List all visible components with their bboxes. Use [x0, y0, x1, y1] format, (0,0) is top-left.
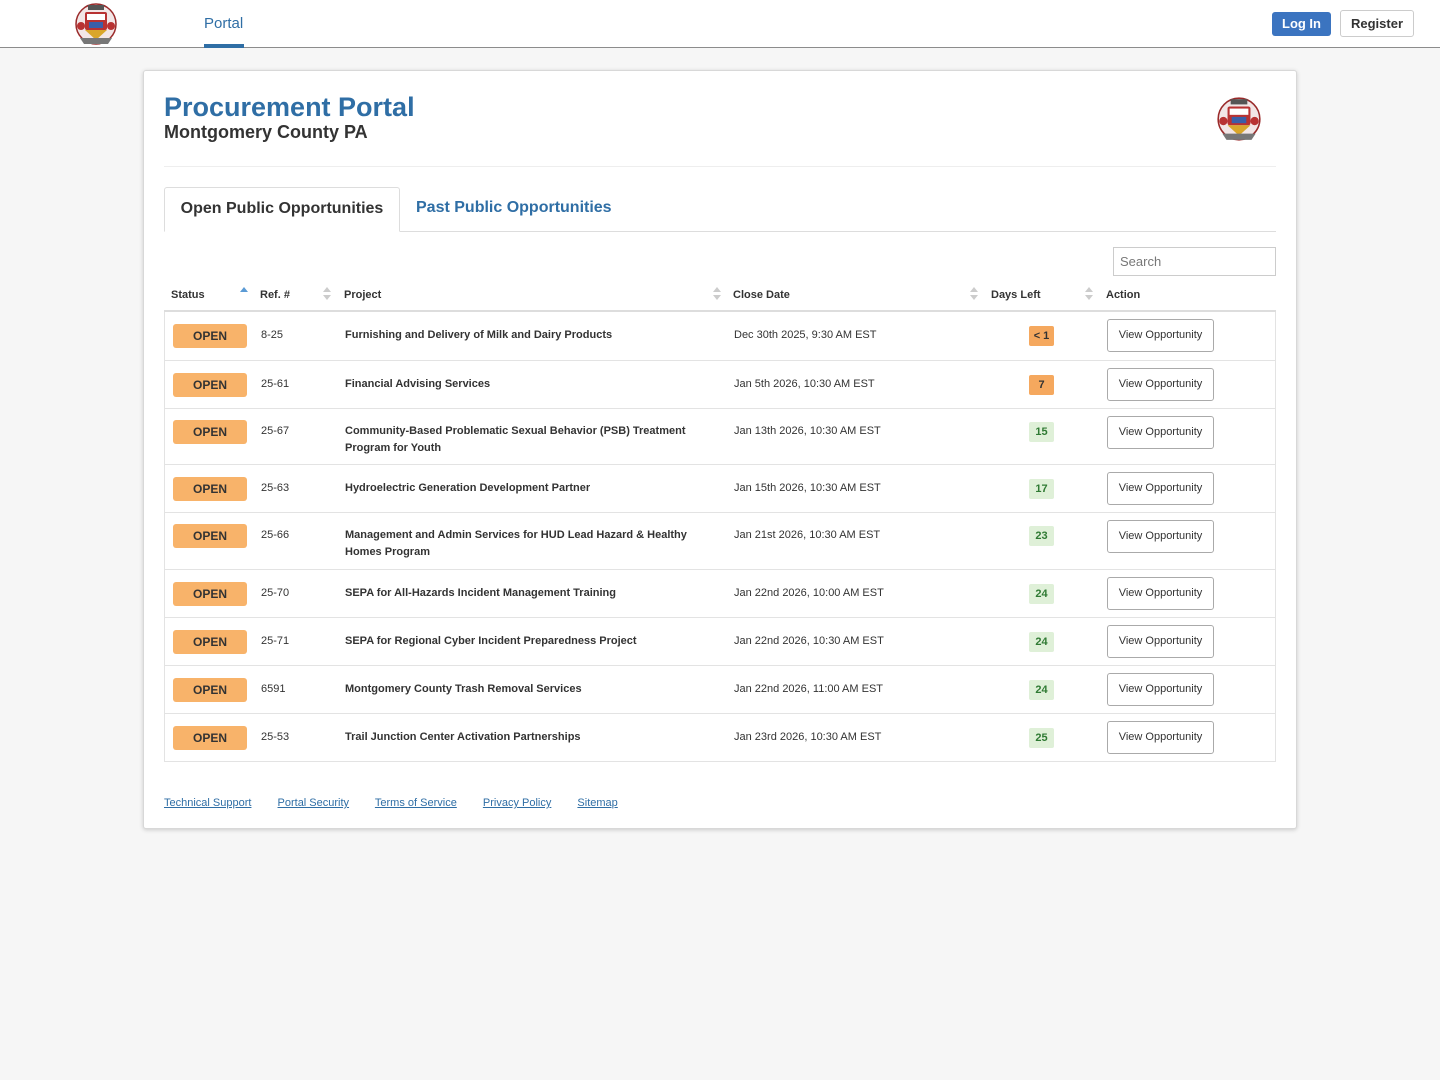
sort-icon[interactable] [713, 287, 721, 301]
table-row: OPEN 25-66 Management and Admin Services… [165, 512, 1275, 569]
ref-number: 25-71 [261, 635, 290, 647]
tab-open-opportunities[interactable]: Open Public Opportunities [164, 187, 400, 232]
login-button[interactable]: Log In [1272, 12, 1331, 36]
close-date: Jan 23rd 2026, 10:30 AM EST [734, 731, 882, 743]
close-date: Jan 13th 2026, 10:30 AM EST [734, 425, 881, 437]
close-date: Jan 22nd 2026, 10:30 AM EST [734, 635, 884, 647]
page-title: Procurement Portal [164, 92, 415, 122]
status-badge: OPEN [173, 524, 247, 548]
days-left-badge: 24 [1029, 632, 1054, 652]
ref-number: 6591 [261, 683, 286, 695]
view-opportunity-button[interactable]: View Opportunity [1107, 673, 1214, 706]
ref-number: 25-66 [261, 529, 290, 541]
project-name: Hydroelectric Generation Development Par… [345, 482, 591, 494]
table-row: OPEN 25-63 Hydroelectric Generation Deve… [165, 464, 1275, 512]
register-button[interactable]: Register [1340, 10, 1414, 37]
days-left-badge: 24 [1029, 584, 1054, 604]
table-row: OPEN 25-61 Financial Advising Services J… [165, 360, 1275, 408]
close-date: Jan 21st 2026, 10:30 AM EST [734, 529, 881, 541]
sort-icon[interactable] [970, 287, 978, 301]
view-opportunity-button[interactable]: View Opportunity [1107, 416, 1214, 449]
table-row: OPEN 25-67 Community-Based Problematic S… [165, 408, 1275, 464]
portal-card: Procurement Portal Montgomery County PA … [143, 70, 1297, 829]
view-opportunity-button[interactable]: View Opportunity [1107, 319, 1214, 352]
close-date: Jan 15th 2026, 10:30 AM EST [734, 482, 881, 494]
footer-link-sitemap[interactable]: Sitemap [577, 797, 618, 809]
ref-number: 25-67 [261, 425, 290, 437]
days-left-badge: < 1 [1029, 326, 1054, 346]
close-date: Jan 5th 2026, 10:30 AM EST [734, 378, 875, 390]
page-subtitle: Montgomery County PA [164, 122, 368, 142]
ref-number: 25-63 [261, 482, 290, 494]
project-name: SEPA for All-Hazards Incident Management… [345, 587, 616, 599]
project-name: Financial Advising Services [345, 378, 491, 390]
status-badge: OPEN [173, 373, 247, 397]
project-name: Trail Junction Center Activation Partner… [345, 731, 581, 743]
ref-number: 25-61 [261, 378, 290, 390]
close-date: Jan 22nd 2026, 11:00 AM EST [734, 683, 884, 695]
days-left-badge: 24 [1029, 680, 1054, 700]
status-badge: OPEN [173, 324, 247, 348]
sort-icon[interactable] [323, 287, 331, 301]
status-badge: OPEN [173, 726, 247, 750]
table-header: Status Ref. # Project Close Date Days Le… [164, 281, 1276, 312]
table-row: OPEN 25-53 Trail Junction Center Activat… [165, 713, 1275, 761]
status-badge: OPEN [173, 630, 247, 654]
status-badge: OPEN [173, 420, 247, 444]
county-seal-icon[interactable] [72, 0, 120, 48]
status-badge: OPEN [173, 477, 247, 501]
column-header-close-date[interactable]: Close Date [733, 289, 790, 301]
project-name: SEPA for Regional Cyber Incident Prepare… [345, 635, 637, 647]
project-name: Management and Admin Services for HUD Le… [345, 529, 687, 558]
days-left-badge: 15 [1029, 422, 1054, 442]
view-opportunity-button[interactable]: View Opportunity [1107, 625, 1214, 658]
top-navbar: Portal Log In Register [0, 0, 1440, 48]
tabs-divider [164, 231, 1276, 232]
days-left-badge: 23 [1029, 526, 1054, 546]
days-left-badge: 17 [1029, 479, 1054, 499]
days-left-badge: 25 [1029, 728, 1054, 748]
nav-portal-link[interactable]: Portal [204, 15, 244, 32]
sort-icon[interactable] [1085, 287, 1093, 301]
status-badge: OPEN [173, 678, 247, 702]
sort-ascending-icon[interactable] [240, 287, 248, 301]
project-name: Montgomery County Trash Removal Services [345, 683, 582, 695]
column-header-action: Action [1106, 289, 1141, 301]
days-left-badge: 7 [1029, 375, 1054, 395]
table-row: OPEN 6591 Montgomery County Trash Remova… [165, 665, 1275, 713]
project-name: Furnishing and Delivery of Milk and Dair… [345, 329, 613, 341]
view-opportunity-button[interactable]: View Opportunity [1107, 520, 1214, 553]
column-header-project[interactable]: Project [344, 289, 382, 301]
table-row: OPEN 8-25 Furnishing and Delivery of Mil… [165, 312, 1275, 360]
view-opportunity-button[interactable]: View Opportunity [1107, 472, 1214, 505]
view-opportunity-button[interactable]: View Opportunity [1107, 721, 1214, 754]
column-header-days-left[interactable]: Days Left [991, 289, 1041, 301]
view-opportunity-button[interactable]: View Opportunity [1107, 577, 1214, 610]
table-row: OPEN 25-71 SEPA for Regional Cyber Incid… [165, 617, 1275, 665]
search-input[interactable] [1113, 247, 1276, 276]
footer-link-technical-support[interactable]: Technical Support [164, 797, 252, 809]
table-row: OPEN 25-70 SEPA for All-Hazards Incident… [165, 569, 1275, 617]
header-divider [164, 166, 1276, 167]
view-opportunity-button[interactable]: View Opportunity [1107, 368, 1214, 401]
footer-link-terms-of-service[interactable]: Terms of Service [374, 797, 457, 809]
column-header-ref[interactable]: Ref. # [260, 289, 290, 301]
project-name: Community-Based Problematic Sexual Behav… [345, 425, 686, 454]
ref-number: 25-70 [261, 587, 290, 599]
status-badge: OPEN [173, 582, 247, 606]
tab-past-opportunities[interactable]: Past Public Opportunities [416, 199, 612, 216]
column-header-status[interactable]: Status [171, 289, 205, 301]
footer-links: Technical Support Portal Security Terms … [164, 797, 641, 809]
close-date: Jan 22nd 2026, 10:00 AM EST [734, 587, 884, 599]
county-seal-icon [1217, 97, 1261, 141]
ref-number: 25-53 [261, 731, 290, 743]
ref-number: 8-25 [261, 329, 284, 341]
nav-active-indicator [204, 44, 244, 48]
close-date: Dec 30th 2025, 9:30 AM EST [734, 329, 877, 341]
opportunities-table-body: OPEN 8-25 Furnishing and Delivery of Mil… [164, 312, 1276, 762]
footer-link-privacy-policy[interactable]: Privacy Policy [482, 797, 552, 809]
footer-link-portal-security[interactable]: Portal Security [277, 797, 350, 809]
